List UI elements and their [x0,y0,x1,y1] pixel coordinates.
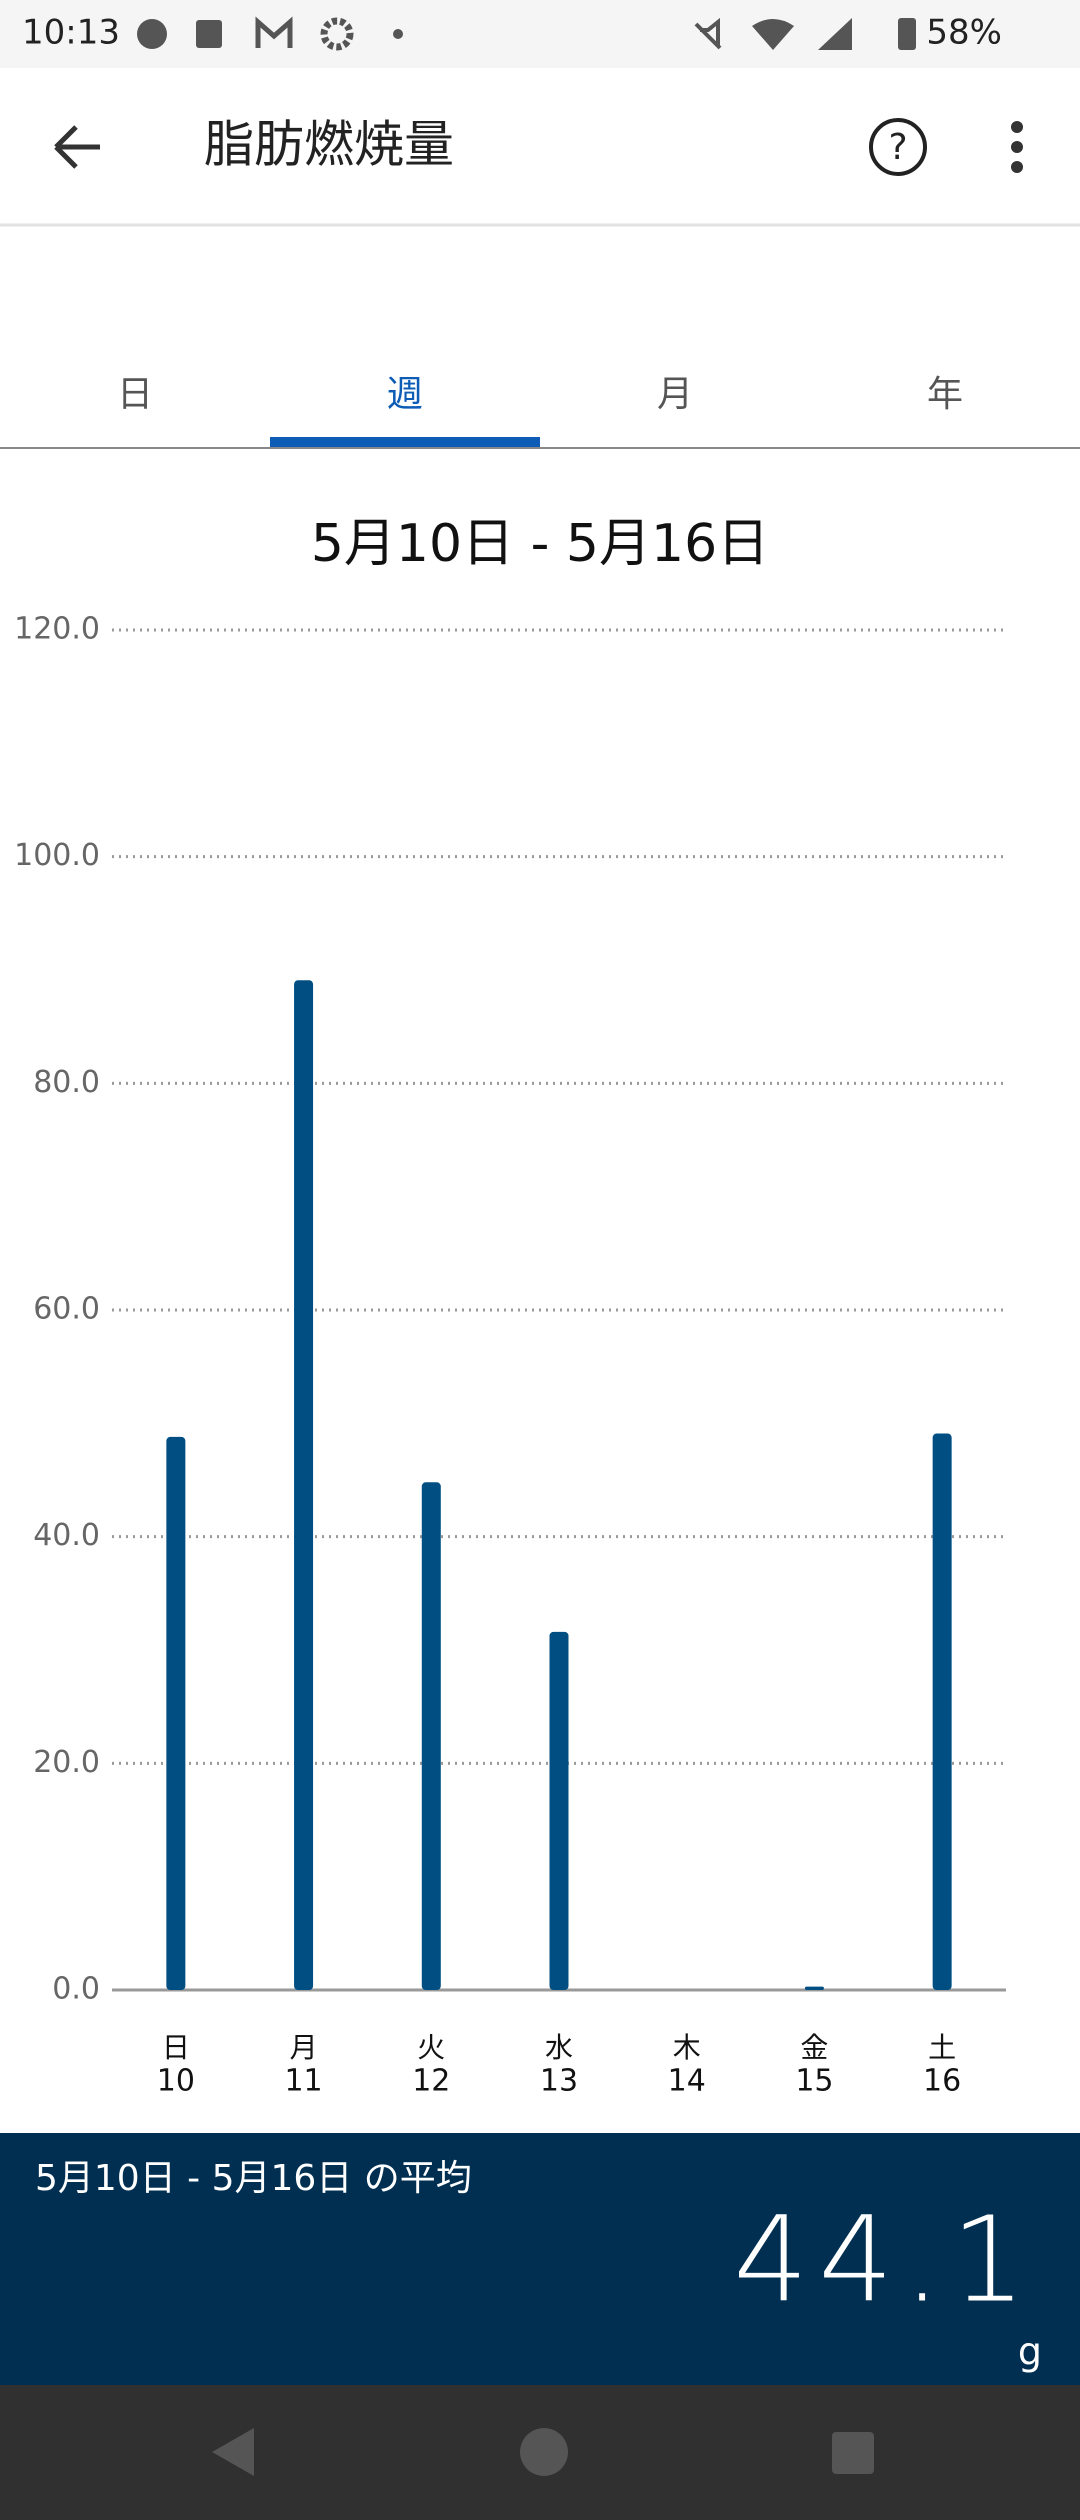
menu-dot [1011,161,1023,173]
nav-back[interactable] [212,2428,254,2476]
status-battery-text: 58% [926,13,1002,53]
x-tick-label: 11 [284,2064,322,2099]
status-icon [320,17,354,51]
status-icon [137,19,167,49]
tab[interactable]: 年 [927,374,963,415]
tab[interactable]: 日 [117,374,153,415]
tab[interactable]: 週 [387,374,423,415]
status-icon [393,29,403,39]
tab-indicator [270,437,540,448]
x-tick-label: 15 [795,2064,833,2099]
x-tick-label: 12 [412,2064,450,2099]
x-tick-label: 14 [668,2064,706,2099]
y-tick-label: 40.0 [33,1518,100,1553]
y-tick-label: 0.0 [52,1972,100,2007]
tab-bar: 日週月年 [117,374,963,448]
chart-title: 5月10日 - 5月16日 [311,514,769,574]
x-tick-weekday: 火 [417,2031,445,2064]
x-tick-weekday: 月 [290,2031,318,2064]
menu-dot [1011,121,1023,133]
x-tick-weekday: 日 [162,2031,190,2064]
summary-unit: g [1018,2330,1042,2374]
x-tick-label: 10 [157,2064,195,2099]
status-time: 10:13 [22,13,120,53]
nav-home[interactable] [520,2428,568,2476]
app-bar [0,68,1080,225]
x-tick-label: 16 [923,2064,961,2099]
y-tick-label: 20.0 [33,1745,100,1780]
menu-button[interactable] [1011,121,1023,173]
back-button[interactable] [54,125,100,169]
status-wifi [752,19,794,50]
status-icon [196,20,222,48]
help-circle [869,118,927,176]
bar [294,980,314,1990]
bar [549,1631,569,1990]
bar [421,1482,441,1990]
menu-dot [1011,141,1023,153]
status-icon [255,16,293,48]
bar [804,1986,824,1990]
summary-panel [0,2133,1080,2385]
summary-value: 44.1 [733,2190,1036,2328]
x-tick-weekday: 土 [928,2031,956,2064]
status-battery [898,18,916,50]
help-button[interactable]: ? [869,118,927,176]
summary-label: 5月10日 - 5月16日 の平均 [35,2158,472,2199]
app-title: 脂肪燃焼量 [204,116,454,174]
nav-recents[interactable] [832,2432,874,2474]
x-tick-label: 13 [540,2064,578,2099]
y-tick-label: 120.0 [14,612,100,647]
bar [932,1433,952,1990]
x-tick-weekday: 水 [545,2031,573,2064]
bar [166,1436,186,1990]
y-tick-label: 100.0 [14,838,100,873]
y-tick-label: 60.0 [33,1292,100,1327]
help-icon: ? [888,127,907,168]
x-tick-weekday: 金 [800,2031,828,2064]
chart: 0.020.040.060.080.0100.0120.0日10月11火12水1… [14,612,1006,2099]
y-tick-label: 80.0 [33,1065,100,1100]
tab[interactable]: 月 [657,374,693,415]
x-tick-weekday: 木 [673,2031,701,2064]
status-signal [818,18,852,50]
status-mute [694,17,722,50]
